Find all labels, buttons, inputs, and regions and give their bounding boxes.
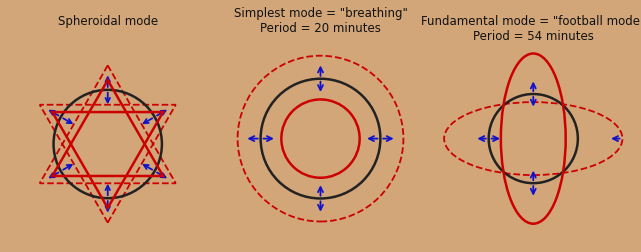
Title: Spheroidal mode: Spheroidal mode	[58, 15, 158, 28]
Title: Simplest mode = "breathing"
Period = 20 minutes: Simplest mode = "breathing" Period = 20 …	[233, 7, 408, 35]
Title: Fundamental mode = "football mode"
Period = 54 minutes: Fundamental mode = "football mode" Perio…	[421, 15, 641, 43]
